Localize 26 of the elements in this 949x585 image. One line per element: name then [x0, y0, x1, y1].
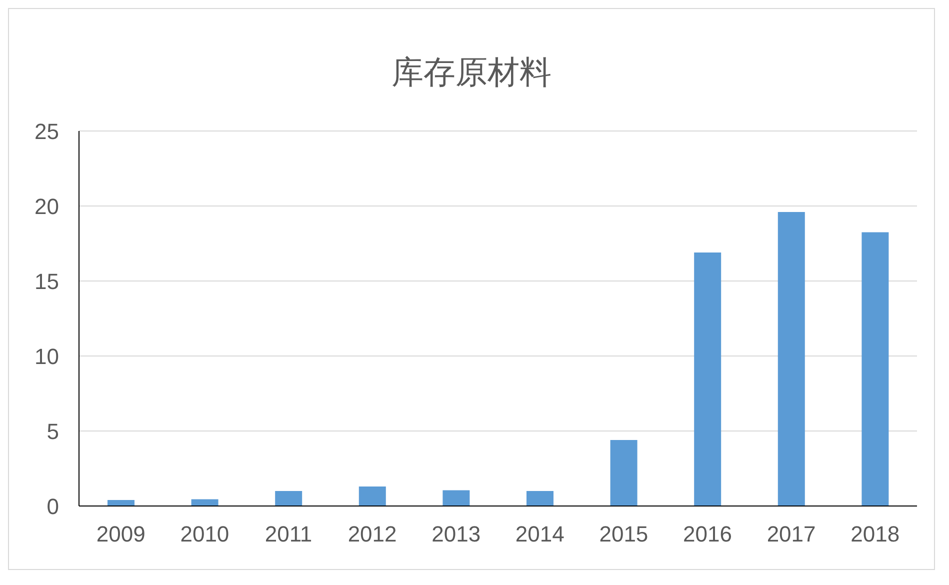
- bar: [862, 232, 889, 506]
- bar: [358, 486, 386, 506]
- y-tick-label: 20: [34, 194, 59, 219]
- y-tick-label: 10: [34, 344, 59, 369]
- x-tick-label: 2015: [599, 522, 648, 547]
- bar: [442, 490, 470, 506]
- bar: [526, 491, 554, 506]
- bar: [694, 252, 722, 506]
- bar: [610, 440, 638, 506]
- bar: [275, 491, 302, 506]
- x-tick-label: 2012: [348, 522, 397, 547]
- x-tick-label: 2017: [766, 522, 816, 547]
- y-tick-label: 25: [34, 118, 59, 144]
- x-tick-label: 2016: [683, 522, 732, 547]
- x-tick-label: 2010: [180, 522, 230, 547]
- x-tick-label: 2018: [850, 522, 900, 547]
- y-tick-label: 15: [34, 268, 59, 294]
- x-tick-label: 2011: [264, 522, 312, 547]
- bar: [107, 500, 134, 506]
- x-tick-label: 2013: [432, 522, 481, 547]
- y-tick-label: 0: [46, 494, 59, 519]
- chart-title: 库存原材料: [390, 52, 552, 93]
- x-tick-label: 2014: [515, 522, 564, 547]
- bar: [778, 212, 805, 506]
- y-tick-label: 5: [46, 418, 59, 444]
- x-tick-label: 2009: [96, 522, 146, 547]
